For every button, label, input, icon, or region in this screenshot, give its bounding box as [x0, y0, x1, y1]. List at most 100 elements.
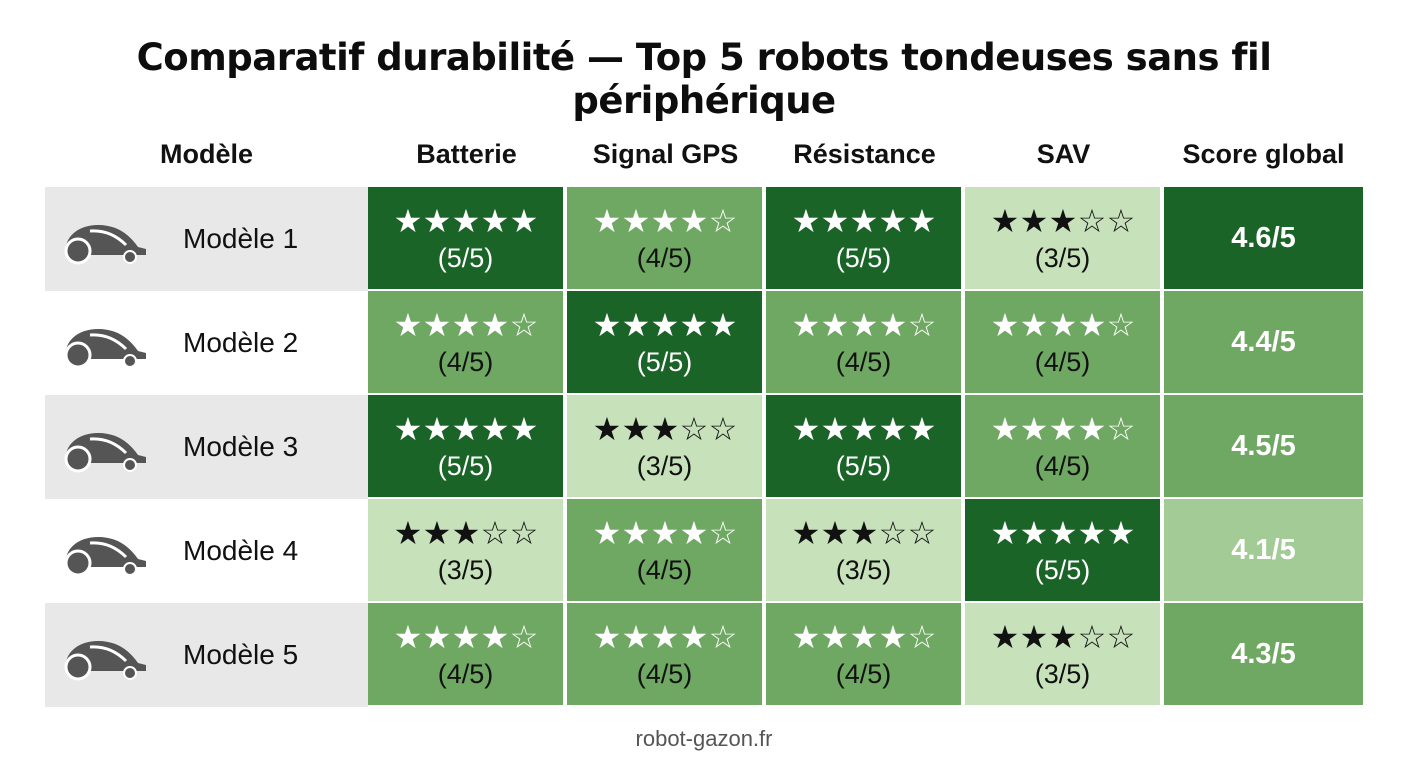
star-rating: ★★★★☆ — [567, 203, 762, 239]
star-filled-icon: ★ — [621, 306, 651, 344]
star-filled-icon: ★ — [791, 618, 821, 656]
star-filled-icon: ★ — [650, 618, 680, 656]
rating-value: (3/5) — [1034, 243, 1091, 273]
star-filled-icon: ★ — [592, 514, 622, 552]
star-filled-icon: ★ — [1077, 306, 1107, 344]
rating-cell-1: ★★★★☆ (4/5) — [368, 603, 563, 705]
star-filled-icon: ★ — [509, 410, 539, 448]
rating-value: (4/5) — [636, 243, 693, 273]
star-empty-icon: ☆ — [1077, 202, 1107, 240]
star-empty-icon: ☆ — [1106, 618, 1136, 656]
star-rating: ★★★☆☆ — [567, 411, 762, 447]
star-filled-icon: ★ — [650, 306, 680, 344]
model-cell: Modèle 5 — [45, 603, 368, 707]
star-rating: ★★★★★ — [368, 203, 563, 239]
global-score: 4.4/5 — [1164, 291, 1363, 393]
table-row: Modèle 4 ★★★☆☆ (3/5) ★★★★☆ (4/5) ★★★☆☆ (3/5) ★★… — [45, 499, 1363, 603]
star-empty-icon: ☆ — [907, 618, 937, 656]
star-empty-icon: ☆ — [878, 514, 908, 552]
rating-cell-3: ★★★★☆ (4/5) — [766, 291, 961, 393]
star-rating: ★★★★★ — [965, 515, 1160, 551]
star-filled-icon: ★ — [1077, 410, 1107, 448]
rating-cell-2: ★★★★☆ (4/5) — [567, 187, 762, 289]
rating-cell-4: ★★★★☆ (4/5) — [965, 291, 1160, 393]
star-filled-icon: ★ — [990, 618, 1020, 656]
star-filled-icon: ★ — [451, 202, 481, 240]
model-cell: Modèle 1 — [45, 187, 368, 291]
star-filled-icon: ★ — [422, 618, 452, 656]
rating-value: (4/5) — [835, 347, 892, 377]
robot-mower-icon — [64, 329, 146, 369]
star-filled-icon: ★ — [422, 410, 452, 448]
star-filled-icon: ★ — [480, 410, 510, 448]
rating-cell-4: ★★★★★ (5/5) — [965, 499, 1160, 601]
column-header-4: SAV — [1036, 139, 1091, 169]
rating-value: (4/5) — [636, 555, 693, 585]
star-filled-icon: ★ — [708, 306, 738, 344]
star-filled-icon: ★ — [650, 202, 680, 240]
star-filled-icon: ★ — [878, 410, 908, 448]
star-filled-icon: ★ — [791, 514, 821, 552]
model-name: Modèle 3 — [183, 431, 299, 462]
star-filled-icon: ★ — [451, 514, 481, 552]
model-name: Modèle 1 — [183, 223, 299, 254]
star-empty-icon: ☆ — [509, 514, 539, 552]
star-filled-icon: ★ — [422, 306, 452, 344]
star-filled-icon: ★ — [878, 306, 908, 344]
star-filled-icon: ★ — [791, 410, 821, 448]
rating-cell-1: ★★★★★ (5/5) — [368, 395, 563, 497]
star-filled-icon: ★ — [621, 618, 651, 656]
star-filled-icon: ★ — [679, 202, 709, 240]
star-filled-icon: ★ — [990, 514, 1020, 552]
star-filled-icon: ★ — [820, 410, 850, 448]
rating-value: (5/5) — [437, 243, 494, 273]
star-filled-icon: ★ — [1019, 306, 1049, 344]
star-filled-icon: ★ — [509, 202, 539, 240]
rating-cell-1: ★★★★★ (5/5) — [368, 187, 563, 289]
star-filled-icon: ★ — [451, 618, 481, 656]
global-score: 4.1/5 — [1164, 499, 1363, 601]
star-rating: ★★★★★ — [368, 411, 563, 447]
rating-cell-3: ★★★★☆ (4/5) — [766, 603, 961, 705]
star-filled-icon: ★ — [1048, 306, 1078, 344]
star-filled-icon: ★ — [1048, 618, 1078, 656]
robot-mower-icon — [64, 225, 146, 265]
model-cell: Modèle 2 — [45, 291, 368, 395]
source-footer: robot-gazon.fr — [635, 726, 773, 751]
global-score: 4.5/5 — [1164, 395, 1363, 497]
star-filled-icon: ★ — [849, 618, 879, 656]
robot-mower-icon — [64, 433, 146, 473]
star-filled-icon: ★ — [1048, 514, 1078, 552]
star-empty-icon: ☆ — [708, 202, 738, 240]
table-row: Modèle 2 ★★★★☆ (4/5) ★★★★★ (5/5) ★★★★☆ (4/5) ★★… — [45, 291, 1363, 395]
star-filled-icon: ★ — [451, 306, 481, 344]
rating-cell-4: ★★★☆☆ (3/5) — [965, 603, 1160, 705]
star-filled-icon: ★ — [1048, 202, 1078, 240]
star-filled-icon: ★ — [1106, 514, 1136, 552]
star-filled-icon: ★ — [393, 202, 423, 240]
star-empty-icon: ☆ — [1106, 410, 1136, 448]
model-name: Modèle 4 — [183, 535, 299, 566]
column-header-1: Batterie — [416, 139, 517, 169]
star-filled-icon: ★ — [480, 202, 510, 240]
rating-value: (3/5) — [835, 555, 892, 585]
table-row: Modèle 3 ★★★★★ (5/5) ★★★☆☆ (3/5) ★★★★★ (5/5) ★★… — [45, 395, 1363, 499]
star-filled-icon: ★ — [1048, 410, 1078, 448]
rating-cell-3: ★★★☆☆ (3/5) — [766, 499, 961, 601]
robot-mower-icon — [64, 537, 146, 577]
star-filled-icon: ★ — [451, 410, 481, 448]
star-empty-icon: ☆ — [1106, 306, 1136, 344]
rating-cell-4: ★★★☆☆ (3/5) — [965, 187, 1160, 289]
star-filled-icon: ★ — [480, 306, 510, 344]
star-filled-icon: ★ — [1019, 410, 1049, 448]
star-filled-icon: ★ — [907, 410, 937, 448]
rating-value: (3/5) — [636, 451, 693, 481]
table-row: Modèle 1 ★★★★★ (5/5) ★★★★☆ (4/5) ★★★★★ (5/5) ★★… — [45, 187, 1363, 291]
star-filled-icon: ★ — [592, 410, 622, 448]
rating-value: (5/5) — [1034, 555, 1091, 585]
star-rating: ★★★☆☆ — [368, 515, 563, 551]
star-rating: ★★★★☆ — [766, 307, 961, 343]
star-filled-icon: ★ — [1019, 618, 1049, 656]
star-filled-icon: ★ — [849, 306, 879, 344]
star-empty-icon: ☆ — [708, 618, 738, 656]
